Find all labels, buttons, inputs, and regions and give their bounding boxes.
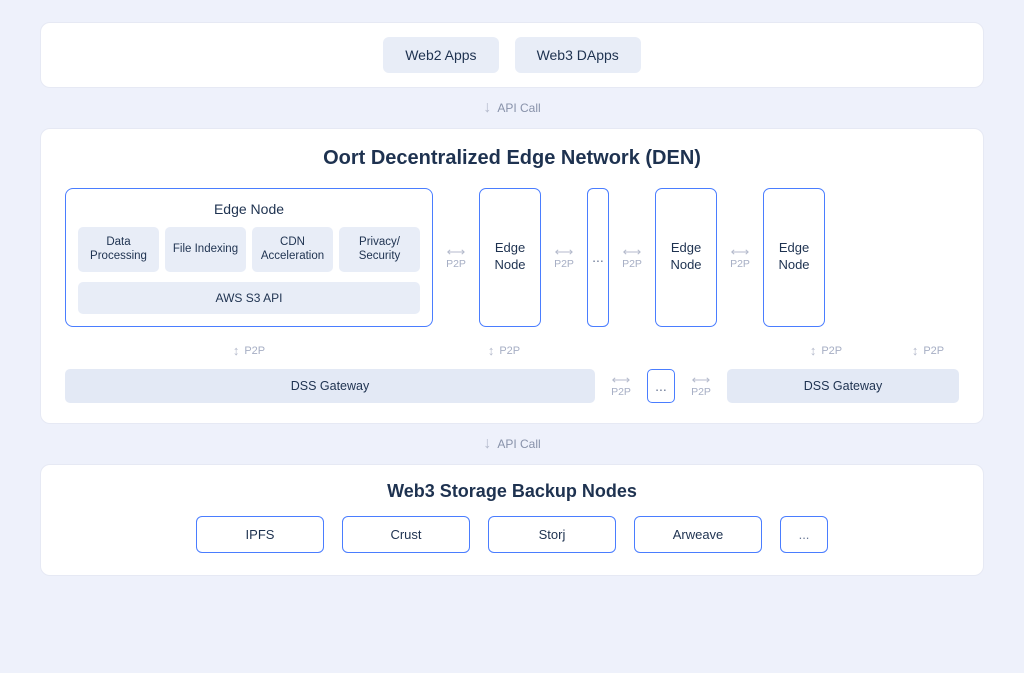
arrow-lr-icon: ⟷ bbox=[692, 373, 711, 386]
backup-ipfs: IPFS bbox=[196, 516, 324, 553]
p2p-connector: ⟷ P2P bbox=[439, 188, 473, 327]
gateway-ellipsis: ... bbox=[647, 369, 675, 403]
arrow-down-icon: ↓ bbox=[483, 99, 491, 117]
edge-node-mini: Edge Node bbox=[479, 188, 541, 327]
edge-node-ellipsis: ... bbox=[587, 188, 609, 327]
arrow-lr-icon: ⟷ bbox=[612, 373, 631, 386]
app-web3: Web3 DApps bbox=[515, 37, 641, 73]
p2p-label: P2P bbox=[499, 345, 520, 357]
arrow-ud-icon: ↕ bbox=[810, 343, 817, 358]
p2p-connector: ⟷ P2P bbox=[681, 369, 721, 403]
backup-ellipsis: ... bbox=[780, 516, 828, 553]
arrow-lr-icon: ⟷ bbox=[555, 245, 574, 258]
p2p-label: P2P bbox=[821, 345, 842, 357]
p2p-label: P2P bbox=[611, 386, 631, 398]
backup-crust: Crust bbox=[342, 516, 470, 553]
gateway-row: DSS Gateway ⟷ P2P ... ⟷ P2P DSS Gateway bbox=[65, 369, 959, 403]
cap-privacy: Privacy/ Security bbox=[339, 227, 420, 272]
edge-nodes-row: Edge Node Data Processing File Indexing … bbox=[65, 188, 959, 327]
aws-s3-api-bar: AWS S3 API bbox=[78, 282, 420, 314]
backup-panel: Web3 Storage Backup Nodes IPFS Crust Sto… bbox=[40, 464, 984, 576]
arrow-ud-icon: ↕ bbox=[912, 343, 919, 358]
p2p-label: P2P bbox=[554, 258, 574, 270]
p2p-label: P2P bbox=[244, 345, 265, 357]
den-panel: Oort Decentralized Edge Network (DEN) Ed… bbox=[40, 128, 984, 424]
dss-gateway-left: DSS Gateway bbox=[65, 369, 595, 403]
edge-node-main: Edge Node Data Processing File Indexing … bbox=[65, 188, 433, 327]
backup-arweave: Arweave bbox=[634, 516, 762, 553]
arrow-down-icon: ↓ bbox=[483, 435, 491, 453]
edge-node-mini: Edge Node bbox=[655, 188, 717, 327]
cap-cdn: CDN Acceleration bbox=[252, 227, 333, 272]
backup-nodes-row: IPFS Crust Storj Arweave ... bbox=[131, 516, 893, 553]
p2p-label: P2P bbox=[622, 258, 642, 270]
den-title: Oort Decentralized Edge Network (DEN) bbox=[65, 147, 959, 170]
p2p-connector: ⟷ P2P bbox=[601, 369, 641, 403]
backup-storj: Storj bbox=[488, 516, 616, 553]
connector-apps-den: ↓ API Call bbox=[40, 88, 984, 128]
arrow-ud-icon: ↕ bbox=[233, 343, 240, 358]
connector-den-backup: ↓ API Call bbox=[40, 424, 984, 464]
arrow-ud-icon: ↕ bbox=[488, 343, 495, 358]
cap-file-indexing: File Indexing bbox=[165, 227, 246, 272]
edge-node-title: Edge Node bbox=[78, 201, 420, 217]
capabilities-row: Data Processing File Indexing CDN Accele… bbox=[78, 227, 420, 272]
arrow-lr-icon: ⟷ bbox=[447, 245, 466, 258]
backup-title: Web3 Storage Backup Nodes bbox=[131, 481, 893, 502]
arrow-lr-icon: ⟷ bbox=[731, 245, 750, 258]
connector-label: API Call bbox=[497, 101, 540, 115]
connector-label: API Call bbox=[497, 437, 540, 451]
arrow-lr-icon: ⟷ bbox=[623, 245, 642, 258]
edge-node-mini: Edge Node bbox=[763, 188, 825, 327]
apps-panel: Web2 Apps Web3 DApps bbox=[40, 22, 984, 88]
p2p-connector: ⟷ P2P bbox=[615, 188, 649, 327]
p2p-connector: ⟷ P2P bbox=[547, 188, 581, 327]
vertical-connectors: ↕ P2P ↕ P2P ↕ P2P ↕ P2P bbox=[65, 333, 959, 369]
p2p-label: P2P bbox=[730, 258, 750, 270]
app-web2: Web2 Apps bbox=[383, 37, 498, 73]
dss-gateway-right: DSS Gateway bbox=[727, 369, 959, 403]
p2p-label: P2P bbox=[923, 345, 944, 357]
p2p-connector: ⟷ P2P bbox=[723, 188, 757, 327]
p2p-label: P2P bbox=[691, 386, 711, 398]
p2p-label: P2P bbox=[446, 258, 466, 270]
cap-data-processing: Data Processing bbox=[78, 227, 159, 272]
